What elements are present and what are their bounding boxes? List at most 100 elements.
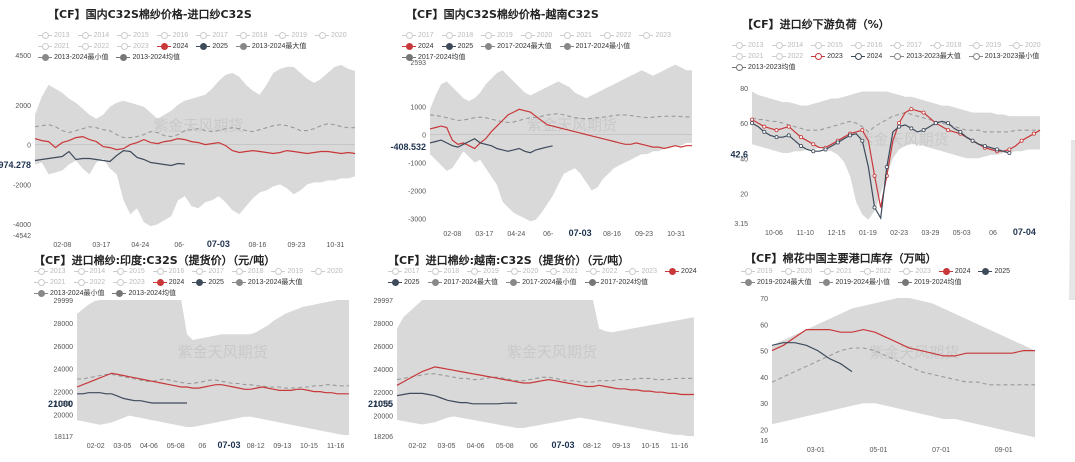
legend-item[interactable]: 2024 <box>850 51 882 62</box>
legend-item[interactable]: 2020 <box>311 266 343 277</box>
legend-item[interactable]: 2020 <box>1009 40 1041 51</box>
legend-item[interactable]: 2023 <box>811 51 843 62</box>
legend-item[interactable]: 2013 <box>38 30 70 41</box>
legend-item[interactable]: 2013-2023最大值 <box>890 51 961 62</box>
legend-item[interactable]: 2024 <box>402 41 434 52</box>
legend-item[interactable]: 2019-2024均值 <box>897 277 961 288</box>
legend-item[interactable]: 2018 <box>235 30 268 41</box>
legend-item[interactable]: 2023 <box>117 41 149 52</box>
legend-item[interactable]: 2022 <box>73 277 105 288</box>
legend-item[interactable]: 2014 <box>77 30 109 41</box>
legend-item[interactable]: 2017 <box>192 266 224 277</box>
legend-item[interactable]: 2025 <box>388 277 420 288</box>
chart-legend[interactable]: 2013 2014 2015 2016 2017 2018 2019 2020 2021 2022… <box>732 40 1057 73</box>
legend-item[interactable]: 2014 <box>73 266 105 277</box>
legend-item[interactable]: 2019-2024最大值 <box>741 277 811 288</box>
legend-item[interactable]: 2016 <box>156 30 188 41</box>
legend-item[interactable]: 2019 <box>271 266 303 277</box>
chart-legend[interactable]: 2019 2020 2021 2022 2023 2024 2025 2019-2024最大值… <box>741 266 1051 288</box>
legend-item[interactable]: 2020 <box>780 266 812 277</box>
legend-item[interactable]: 2017-2024最小值 <box>559 41 630 52</box>
legend-item[interactable]: 2013-2024最小值 <box>34 288 104 299</box>
legend-item[interactable]: 2025 <box>978 266 1010 277</box>
legend-item[interactable]: 2019 <box>741 266 773 277</box>
legend-item[interactable]: 2013-2024最大值 <box>235 41 306 52</box>
legend-swatch-icon <box>192 278 207 286</box>
legend-item[interactable]: 2021 <box>34 277 66 288</box>
legend-item[interactable]: 2023 <box>625 266 657 277</box>
legend-item[interactable]: 2018 <box>427 266 459 277</box>
chart-legend[interactable]: 2013 2014 2015 2016 2017 2018 2019 2020 2021 2022… <box>38 30 373 63</box>
legend-item[interactable]: 2025 <box>441 41 473 52</box>
legend-item[interactable]: 2021 <box>732 51 764 62</box>
legend-item[interactable]: 2017 <box>890 40 922 51</box>
legend-item[interactable]: 2025 <box>196 41 228 52</box>
x-tick-label: 02-02 <box>408 443 426 450</box>
legend-item[interactable]: 2017-2024最大值 <box>427 277 498 288</box>
legend-item[interactable]: 2022 <box>585 266 617 277</box>
legend-item[interactable]: 2018 <box>231 266 263 277</box>
legend-item[interactable]: 2021 <box>560 30 592 41</box>
legend-item[interactable]: 2013-2024均值 <box>116 52 180 63</box>
legend-item[interactable]: 2019 <box>275 30 307 41</box>
legend-item[interactable]: 2023 <box>113 277 145 288</box>
chart-legend[interactable]: 2017 2018 2019 2020 2021 2022 2023 2024 2025 2017… <box>402 30 702 63</box>
legend-item[interactable]: 2021 <box>546 266 578 277</box>
legend-swatch-icon <box>1009 41 1024 49</box>
x-tick-label: 08-16 <box>248 242 266 249</box>
legend-item[interactable]: 2024 <box>152 277 184 288</box>
legend-item[interactable]: 2022 <box>599 30 631 41</box>
legend-item[interactable]: 2016 <box>152 266 184 277</box>
legend-swatch-icon <box>741 267 755 275</box>
legend-item[interactable]: 2013 <box>34 266 66 277</box>
legend-item[interactable]: 2013-2023均值 <box>732 62 795 73</box>
x-tick-label: 10-15 <box>641 443 659 450</box>
legend-item[interactable]: 2017-2024均值 <box>402 52 465 63</box>
legend-item[interactable]: 2017-2024最大值 <box>481 41 552 52</box>
legend-item[interactable]: 2019 <box>467 266 499 277</box>
legend-item[interactable]: 2015 <box>113 266 145 277</box>
legend-swatch-icon <box>897 278 912 286</box>
legend-item[interactable]: 2023 <box>899 266 931 277</box>
legend-item[interactable]: 2015 <box>811 40 843 51</box>
legend-item[interactable]: 2019 <box>969 40 1001 51</box>
legend-item[interactable]: 2020 <box>520 30 552 41</box>
legend-item[interactable]: 2016 <box>850 40 882 51</box>
legend-label: 2013-2024最小值 <box>54 54 109 61</box>
legend-label: 2018 <box>251 32 268 39</box>
legend-item[interactable]: 2022 <box>771 51 803 62</box>
legend-item[interactable]: 2019 <box>481 30 513 41</box>
legend-item[interactable]: 2022 <box>859 266 891 277</box>
legend-item[interactable]: 2024 <box>156 41 188 52</box>
legend-item[interactable]: 2017 <box>196 30 228 41</box>
legend-swatch-icon <box>481 31 496 39</box>
legend-item[interactable]: 2025 <box>192 277 224 288</box>
legend-item[interactable]: 2018 <box>441 30 473 41</box>
legend-item[interactable]: 2017-2024均值 <box>584 277 648 288</box>
legend-item[interactable]: 2013-2023最小值 <box>968 51 1039 62</box>
chart-legend[interactable]: 2013 2014 2015 2016 2017 2018 2019 2020 2021 2022… <box>34 266 364 299</box>
legend-item[interactable]: 2021 <box>38 41 70 52</box>
legend-item[interactable]: 2013-2024最大值 <box>231 277 302 288</box>
legend-item[interactable]: 2014 <box>771 40 803 51</box>
legend-item[interactable]: 2021 <box>820 266 852 277</box>
legend-item[interactable]: 2015 <box>117 30 149 41</box>
legend-item[interactable]: 2017-2024最小值 <box>506 277 577 288</box>
legend-item[interactable]: 2020 <box>506 266 538 277</box>
legend-item[interactable]: 2024 <box>665 266 697 277</box>
legend-label: 2020 <box>1025 42 1041 49</box>
legend-item[interactable]: 2019-2024最小值 <box>819 277 890 288</box>
legend-item[interactable]: 2017 <box>388 266 420 277</box>
legend-item[interactable]: 2013-2024均值 <box>112 288 176 299</box>
legend-item[interactable]: 2020 <box>315 30 347 41</box>
legend-item[interactable]: 2024 <box>938 266 970 277</box>
legend-item[interactable]: 2013 <box>732 40 764 51</box>
legend-item[interactable]: 2013-2024最小值 <box>38 52 108 63</box>
average-series-line <box>396 373 694 383</box>
legend-item[interactable]: 2023 <box>639 30 671 41</box>
legend-item[interactable]: 2017 <box>402 30 434 41</box>
legend-item[interactable]: 2018 <box>929 40 961 51</box>
legend-swatch-icon <box>741 278 755 286</box>
legend-item[interactable]: 2022 <box>77 41 109 52</box>
chart-legend[interactable]: 2017 2018 2019 2020 2021 2022 2023 2024 2025 2017… <box>388 266 708 288</box>
